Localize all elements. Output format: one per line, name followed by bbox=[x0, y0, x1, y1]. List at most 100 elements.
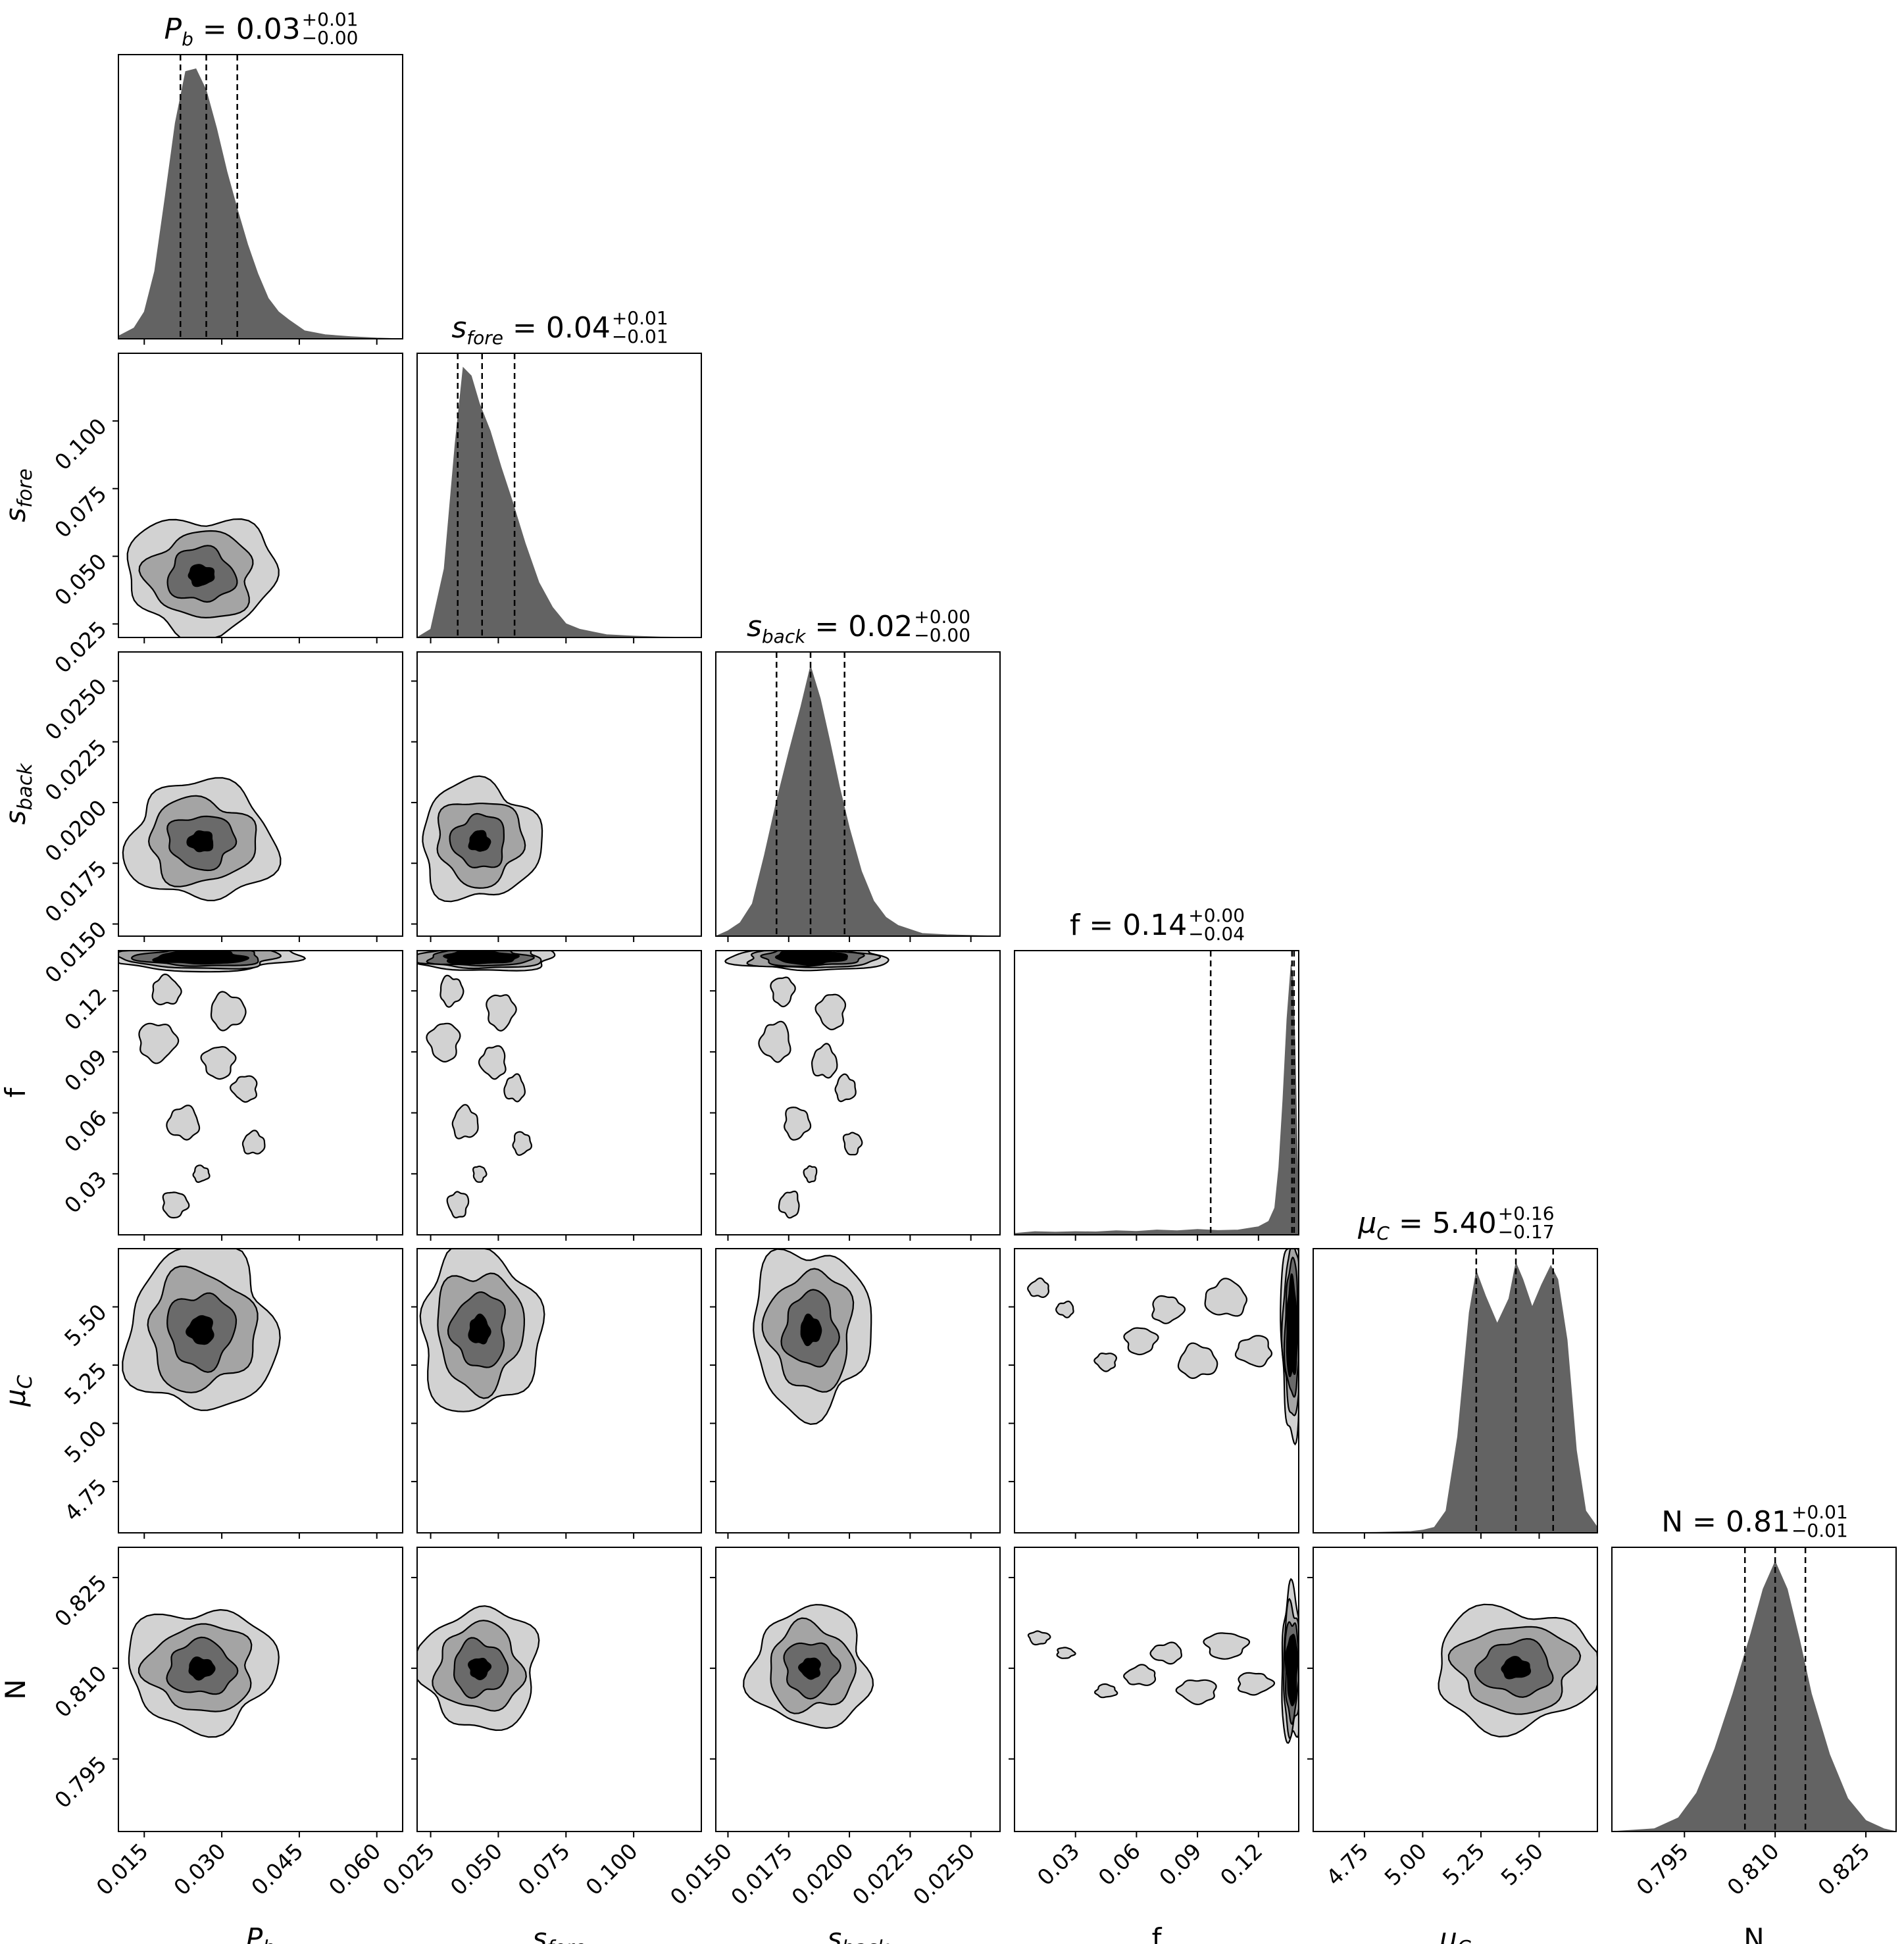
x-tick-label-sback: 0.0150 bbox=[665, 1838, 737, 1910]
y-axis-label-N: N bbox=[0, 1679, 32, 1699]
histogram-N bbox=[1612, 1560, 1896, 1832]
x-tick-label-f: 0.06 bbox=[1093, 1838, 1146, 1891]
joint-panel-N-vs-sfore bbox=[411, 1547, 702, 1837]
axis-label-symbol: s bbox=[0, 810, 32, 825]
y-tick-label-f: 0.03 bbox=[59, 1166, 112, 1218]
joint-panel-muC-vs-f bbox=[1009, 1248, 1299, 1539]
panel-frame bbox=[715, 950, 1001, 1235]
panel-contents bbox=[128, 1608, 280, 1738]
panel-title: Pb = 0.03 bbox=[164, 12, 301, 50]
contour-outer bbox=[814, 993, 847, 1031]
x-tick-label-sfore: 0.100 bbox=[580, 1838, 642, 1900]
x-axis-label-f: f bbox=[1152, 1922, 1163, 1944]
x-tick-label-muC: 5.25 bbox=[1438, 1838, 1490, 1891]
y-tick-label-sback: 0.0200 bbox=[39, 795, 111, 866]
title-upper-error: +0.01 bbox=[1791, 1501, 1848, 1523]
contour-outer bbox=[1149, 1641, 1183, 1665]
joint-panel-N-vs-sback bbox=[710, 1547, 1001, 1837]
joint-panel-sback-vs-pb bbox=[113, 651, 403, 942]
x-tick-label-sfore: 0.075 bbox=[513, 1838, 575, 1900]
panel-frame bbox=[416, 651, 702, 937]
y-tick-label-muC: 5.00 bbox=[59, 1416, 112, 1468]
panel-frame bbox=[118, 353, 403, 638]
contour-outer bbox=[1027, 1630, 1051, 1646]
title-upper-error: +0.00 bbox=[914, 606, 970, 628]
panel-contents bbox=[724, 951, 889, 1219]
panel-frame bbox=[118, 1248, 403, 1533]
panel-contents bbox=[417, 951, 556, 1219]
panel-contents bbox=[753, 1249, 872, 1426]
panel-contents bbox=[126, 518, 280, 637]
joint-panel-N-vs-muC bbox=[1307, 1547, 1598, 1837]
axis-label-symbol: s bbox=[827, 1922, 841, 1944]
title-param-subscript: b bbox=[182, 28, 193, 50]
title-param-symbol: N bbox=[1661, 1505, 1683, 1539]
joint-panel-f-vs-sback bbox=[710, 950, 1001, 1241]
axis-label-subscript: C bbox=[1457, 1937, 1471, 1944]
y-tick-label-N: 0.810 bbox=[49, 1660, 111, 1722]
contour-core bbox=[186, 1315, 214, 1345]
contour-core bbox=[1285, 1633, 1299, 1707]
joint-panel-N-vs-f bbox=[1009, 1547, 1299, 1837]
histogram-sback bbox=[716, 664, 1000, 936]
panel-contents bbox=[422, 775, 543, 903]
x-axis-label-pb: Pb bbox=[246, 1922, 275, 1944]
panel-frame bbox=[1313, 1547, 1598, 1832]
y-tick-label-muC: 5.50 bbox=[59, 1299, 112, 1352]
contour-outer bbox=[1093, 1683, 1118, 1699]
y-tick-label-sback: 0.0150 bbox=[39, 916, 111, 988]
title-param-symbol: s bbox=[747, 610, 762, 643]
y-tick-label-f: 0.12 bbox=[59, 983, 112, 1035]
x-tick-label-pb: 0.015 bbox=[91, 1838, 153, 1900]
y-tick-label-sback: 0.0175 bbox=[39, 855, 111, 927]
x-tick-label-pb: 0.030 bbox=[168, 1838, 230, 1900]
x-axis-label-sfore: sfore bbox=[532, 1922, 586, 1944]
title-lower-error: −0.01 bbox=[1791, 1520, 1848, 1541]
contour-outer bbox=[1123, 1327, 1159, 1356]
panel-title: sback = 0.02 bbox=[747, 610, 913, 647]
y-tick-label-sfore: 0.025 bbox=[49, 616, 111, 678]
panel-frame bbox=[118, 54, 403, 339]
contour-outer bbox=[770, 976, 796, 1008]
y-tick-label-sback: 0.0250 bbox=[39, 673, 111, 745]
title-param-subscript: back bbox=[762, 626, 807, 647]
contour-core bbox=[186, 830, 214, 853]
contour-outer bbox=[811, 1043, 838, 1079]
contour-outer bbox=[1234, 1335, 1273, 1368]
contour-outer bbox=[778, 1190, 800, 1219]
panel-frame bbox=[1313, 1248, 1598, 1533]
x-tick-label-f: 0.03 bbox=[1032, 1838, 1085, 1891]
contour-core bbox=[800, 1313, 822, 1347]
title-param-symbol: s bbox=[451, 311, 466, 345]
y-tick-label-sfore: 0.050 bbox=[49, 549, 111, 611]
axis-label-symbol: N bbox=[1743, 1922, 1764, 1944]
joint-panel-sfore-vs-pb bbox=[113, 353, 403, 643]
title-param-subscript: C bbox=[1376, 1222, 1390, 1244]
axis-label-subscript: fore bbox=[547, 1937, 586, 1944]
x-tick-label-sback: 0.0250 bbox=[908, 1838, 980, 1910]
panel-title: μC = 5.40 bbox=[1357, 1207, 1496, 1244]
x-tick-label-f: 0.09 bbox=[1154, 1838, 1207, 1891]
axis-label-subscript: C bbox=[14, 1375, 37, 1389]
joint-panel-f-vs-pb bbox=[113, 950, 403, 1241]
panel-contents bbox=[417, 353, 701, 637]
joint-panel-muC-vs-sfore bbox=[411, 1248, 702, 1539]
x-tick-label-sfore: 0.025 bbox=[378, 1838, 439, 1900]
joint-panel-N-vs-pb bbox=[113, 1547, 403, 1837]
contour-outer bbox=[803, 1165, 818, 1184]
contour-core bbox=[188, 564, 215, 587]
contour-outer bbox=[192, 1164, 211, 1184]
contour-outer bbox=[1123, 1664, 1157, 1686]
x-tick-label-N: 0.795 bbox=[1632, 1838, 1693, 1900]
panel-contents bbox=[743, 1604, 874, 1730]
x-tick-label-N: 0.810 bbox=[1722, 1838, 1784, 1900]
panel-contents bbox=[1027, 1578, 1299, 1744]
title-param-symbol: f bbox=[1070, 909, 1081, 942]
contour-outer bbox=[834, 1073, 857, 1103]
marginal-panel-pb bbox=[118, 54, 403, 345]
panel-frame bbox=[715, 1547, 1001, 1832]
title-lower-error: −0.00 bbox=[302, 27, 359, 49]
panel-frame bbox=[118, 950, 403, 1235]
contour-core bbox=[442, 951, 520, 965]
panel-frame bbox=[416, 1248, 702, 1533]
